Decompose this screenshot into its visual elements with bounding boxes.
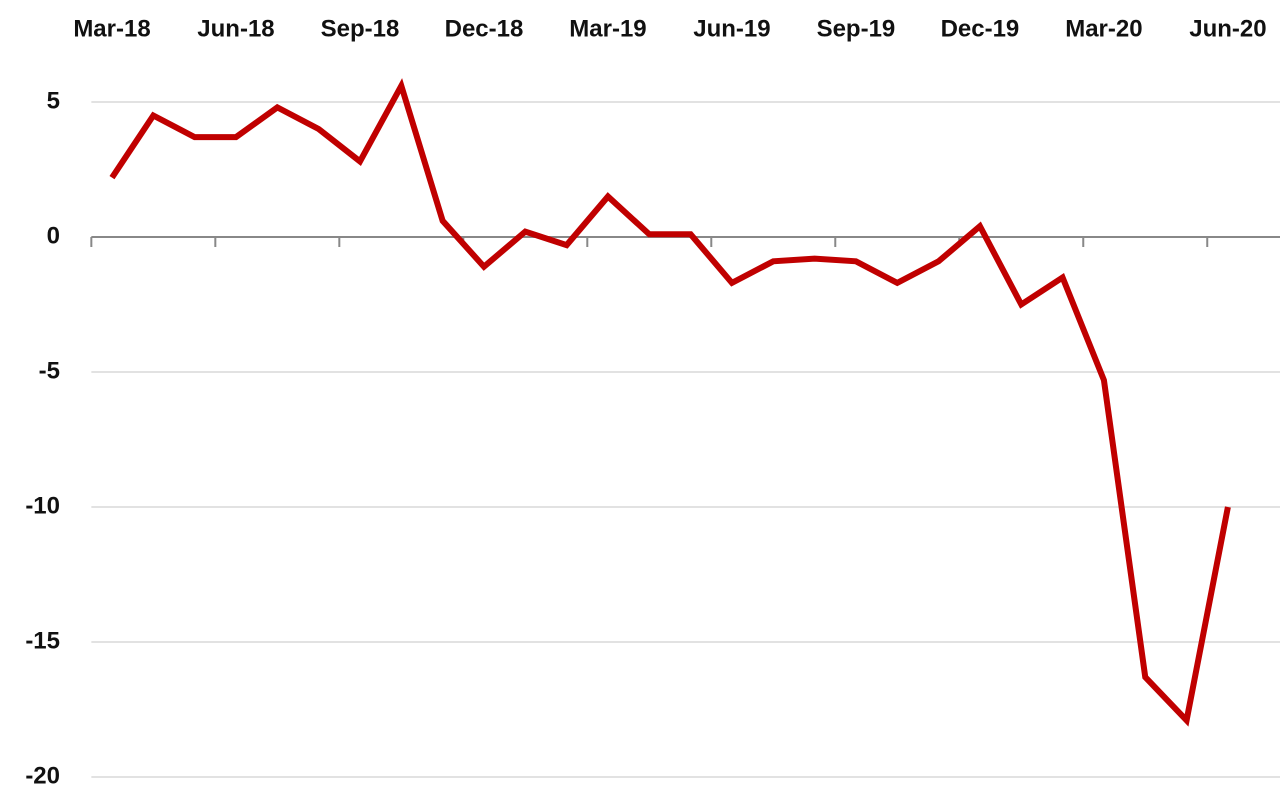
- y-tick-label: -20: [25, 762, 60, 789]
- x-tick-label: Jun-20: [1189, 15, 1266, 42]
- x-tick-label: Mar-19: [569, 15, 646, 42]
- y-tick-label: -10: [25, 492, 60, 519]
- x-tick-label: Sep-18: [321, 15, 400, 42]
- x-tick-label: Sep-19: [817, 15, 896, 42]
- x-tick-label: Mar-18: [73, 15, 150, 42]
- line-series: [109, 78, 1231, 727]
- x-tick-label: Jun-18: [197, 15, 274, 42]
- y-tick-label: -5: [39, 357, 60, 384]
- x-tick-label: Jun-19: [693, 15, 770, 42]
- x-tick-label: Dec-19: [941, 15, 1020, 42]
- x-tick-label: Mar-20: [1065, 15, 1142, 42]
- y-tick-label: -15: [25, 627, 60, 654]
- y-tick-label: 5: [47, 87, 60, 114]
- x-tick-label: Dec-18: [445, 15, 524, 42]
- y-tick-label: 0: [47, 222, 60, 249]
